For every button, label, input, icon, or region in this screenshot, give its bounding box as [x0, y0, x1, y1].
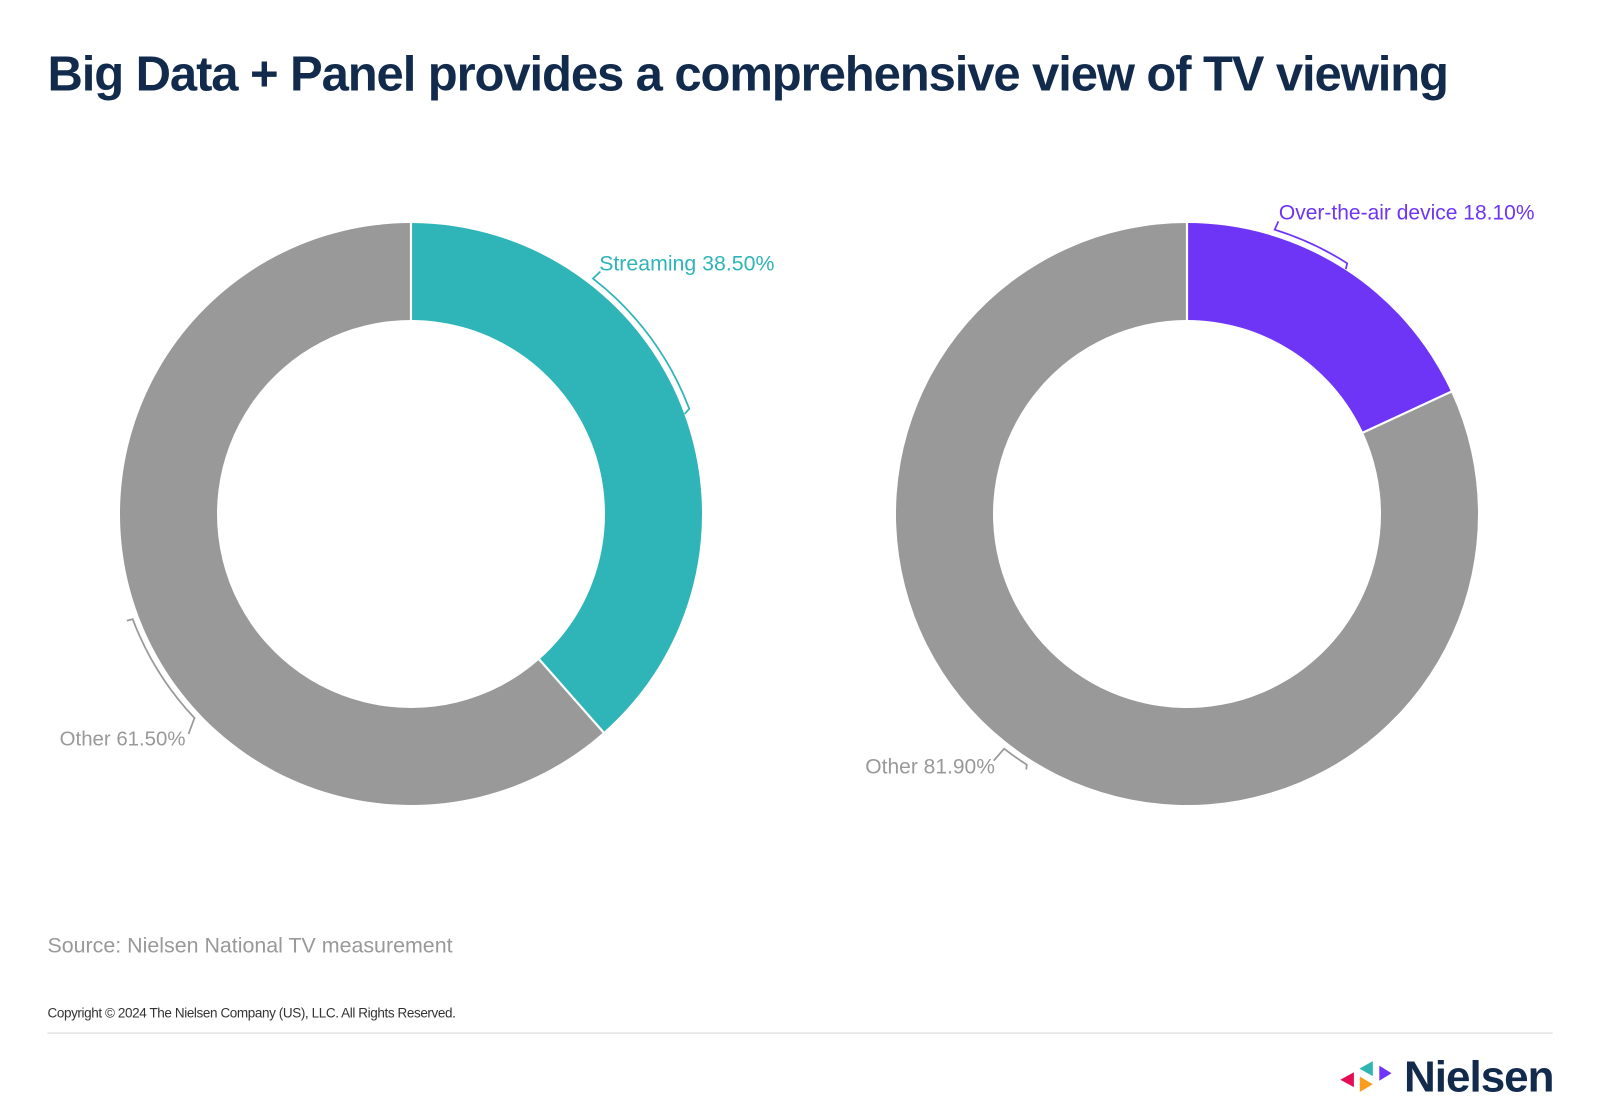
svg-text:Big Data + Panel provides a co: Big Data + Panel provides a comprehensiv… [48, 48, 1448, 102]
svg-text:Other 81.90%: Other 81.90% [865, 755, 995, 778]
svg-text:Nielsen: Nielsen [1404, 1053, 1554, 1102]
svg-text:Streaming 38.50%: Streaming 38.50% [599, 251, 774, 275]
svg-text:Copyright © 2024 The Nielsen C: Copyright © 2024 The Nielsen Company (US… [48, 1006, 456, 1021]
svg-text:Other 61.50%: Other 61.50% [60, 728, 186, 750]
svg-text:Over-the-air device 18.10%: Over-the-air device 18.10% [1279, 202, 1535, 225]
svg-text:Source: Nielsen National TV me: Source: Nielsen National TV measurement [48, 934, 453, 958]
